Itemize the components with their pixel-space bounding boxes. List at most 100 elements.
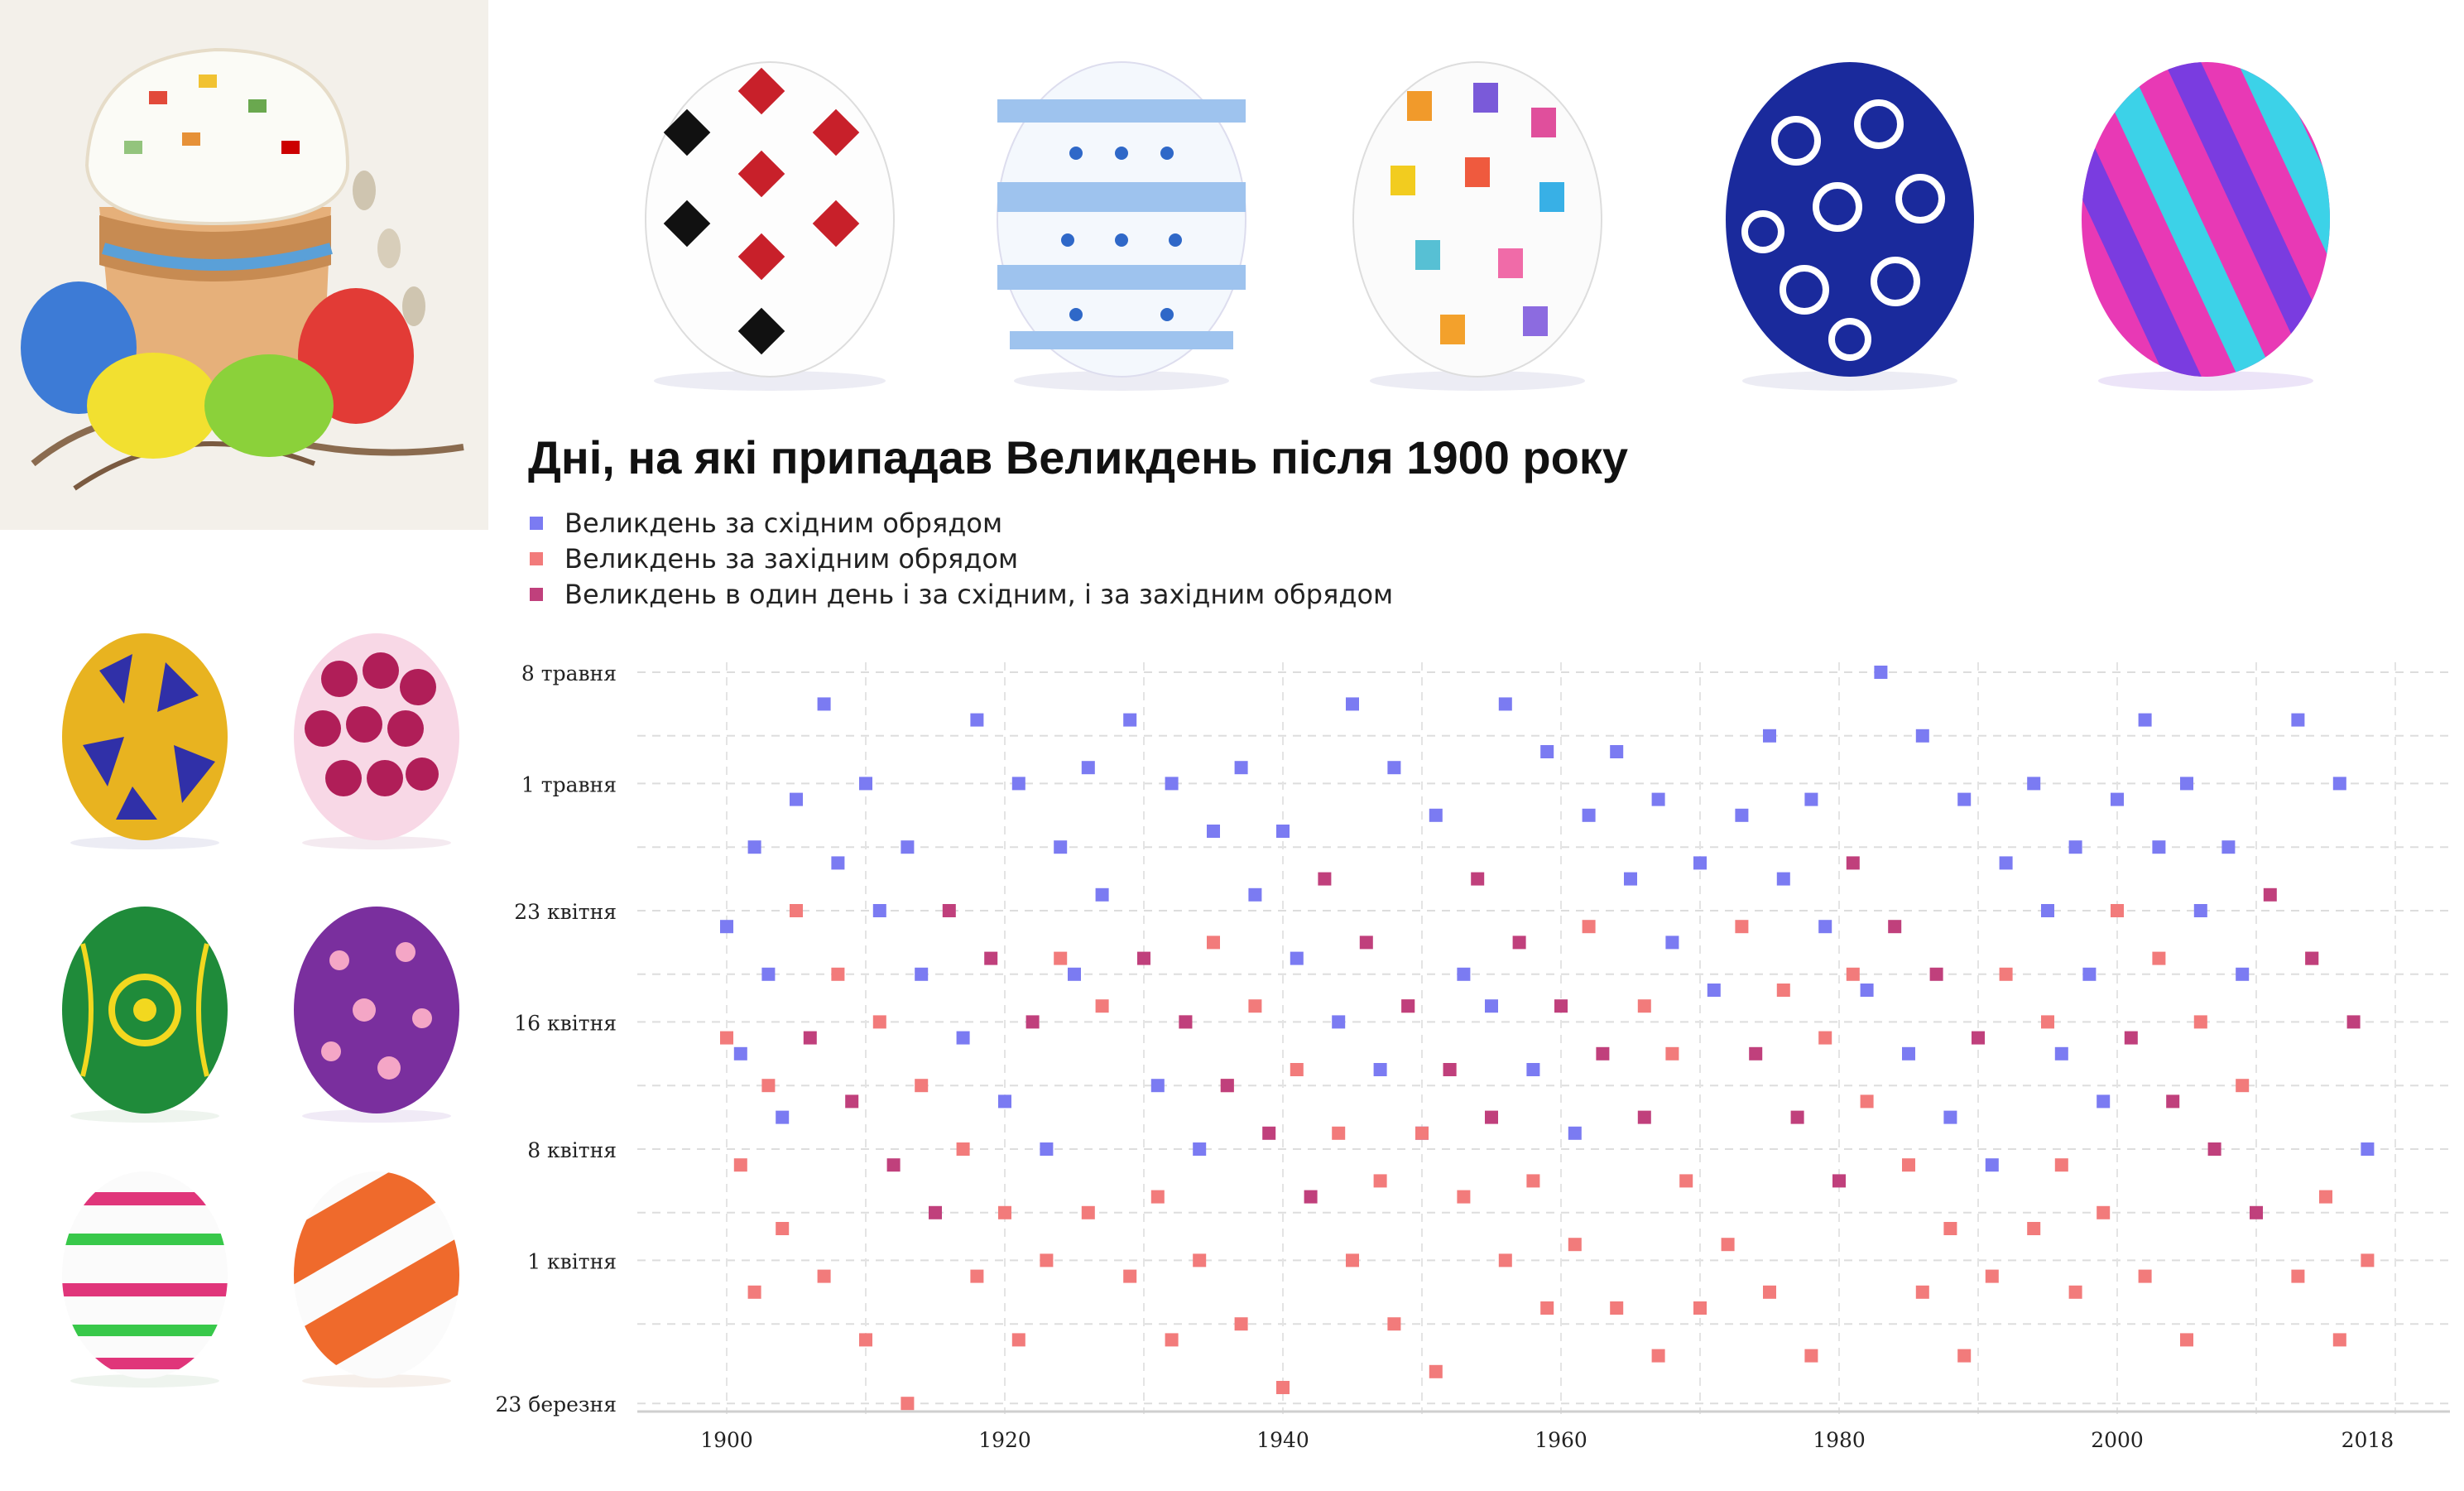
x-tick-label: 1940 — [1256, 1428, 1309, 1452]
point-western — [1818, 1031, 1832, 1045]
point-western — [1193, 1253, 1207, 1267]
point-orthodox — [1165, 777, 1179, 791]
point-both — [1262, 1126, 1276, 1140]
point-western — [733, 1158, 747, 1172]
point-western — [1150, 1190, 1165, 1204]
point-western — [915, 1079, 929, 1093]
point-orthodox — [998, 1094, 1011, 1109]
point-western — [1721, 1238, 1735, 1252]
point-orthodox — [1582, 808, 1596, 822]
point-western — [817, 1269, 831, 1283]
point-both — [1749, 1046, 1763, 1061]
point-orthodox — [733, 1046, 747, 1061]
legend-item-western: Великдень за західним обрядом — [530, 541, 1393, 576]
point-both — [1025, 1015, 1040, 1029]
y-tick-label: 16 квітня — [514, 1011, 617, 1035]
egg-scales-pattern — [294, 633, 459, 849]
point-western — [1665, 1046, 1679, 1061]
point-orthodox — [2221, 840, 2236, 854]
x-tick-label: 1900 — [700, 1428, 753, 1452]
legend-label-both: Великдень в один день і за східним, і за… — [564, 578, 1394, 610]
point-western — [1276, 1381, 1290, 1394]
point-orthodox — [1485, 999, 1498, 1013]
y-tick-label: 8 квітня — [527, 1138, 617, 1162]
point-orthodox — [2361, 1142, 2375, 1156]
point-western — [1679, 1174, 1693, 1188]
point-orthodox — [1902, 1046, 1915, 1061]
point-orthodox — [1054, 840, 1068, 854]
point-orthodox — [1610, 745, 1624, 758]
point-both — [1401, 999, 1415, 1013]
point-orthodox — [1081, 761, 1095, 775]
point-western — [790, 904, 803, 917]
point-orthodox — [1665, 935, 1679, 950]
point-both — [1832, 1174, 1846, 1188]
legend-item-both: Великдень в один день і за східним, і за… — [530, 576, 1393, 612]
point-western — [1582, 920, 1596, 934]
point-western — [2193, 1015, 2207, 1029]
point-western — [2361, 1253, 2375, 1267]
point-orthodox — [2180, 777, 2193, 791]
point-orthodox — [1068, 967, 1081, 981]
y-tick-label: 23 березня — [496, 1392, 617, 1416]
point-orthodox — [1193, 1142, 1207, 1156]
point-western — [1346, 1253, 1359, 1267]
point-both — [1637, 1110, 1651, 1124]
point-both — [845, 1094, 859, 1109]
point-orthodox — [970, 713, 984, 727]
point-western — [1651, 1349, 1665, 1363]
point-western — [872, 1015, 886, 1029]
point-western — [1804, 1349, 1818, 1363]
point-orthodox — [2082, 967, 2097, 981]
point-orthodox — [790, 792, 803, 806]
point-orthodox — [1526, 1063, 1540, 1076]
point-western — [901, 1397, 915, 1411]
point-western — [970, 1269, 984, 1283]
point-western — [1123, 1269, 1137, 1283]
point-western — [1637, 999, 1651, 1013]
point-orthodox — [1943, 1110, 1957, 1124]
point-western — [1081, 1205, 1095, 1219]
point-orthodox — [1387, 761, 1401, 775]
point-orthodox — [859, 777, 872, 791]
point-orthodox — [2332, 777, 2346, 791]
point-orthodox — [776, 1110, 790, 1124]
point-western — [998, 1205, 1011, 1219]
point-both — [1304, 1190, 1318, 1204]
point-western — [2236, 1079, 2250, 1093]
point-both — [803, 1031, 817, 1045]
grid-lines — [637, 662, 2450, 1414]
point-western — [1735, 920, 1749, 934]
point-orthodox — [1874, 666, 1888, 679]
point-orthodox — [1999, 856, 2013, 870]
egg-diamond-pattern — [645, 61, 895, 391]
point-western — [1846, 967, 1860, 981]
point-orthodox — [2027, 777, 2041, 791]
point-orthodox — [1915, 729, 1929, 743]
point-western — [1957, 1349, 1972, 1363]
point-both — [2250, 1205, 2263, 1219]
point-western — [1095, 999, 1109, 1013]
point-both — [1359, 935, 1373, 950]
legend-swatch-western — [530, 551, 543, 565]
point-orthodox — [2068, 840, 2082, 854]
y-tick-label: 1 травня — [521, 772, 617, 796]
point-western — [1860, 1094, 1874, 1109]
point-western — [1693, 1301, 1707, 1315]
point-orthodox — [1568, 1126, 1582, 1140]
easter-cake-illustration — [0, 0, 488, 530]
point-orthodox — [2236, 967, 2250, 981]
point-orthodox — [2291, 713, 2305, 727]
point-western — [1373, 1174, 1387, 1188]
point-western — [2111, 904, 2124, 917]
point-both — [2263, 887, 2277, 902]
point-both — [1846, 856, 1860, 870]
point-western — [2332, 1333, 2346, 1347]
x-tick-label: 1920 — [978, 1428, 1031, 1452]
point-orthodox — [1693, 856, 1707, 870]
point-orthodox — [2152, 840, 2166, 854]
point-western — [1915, 1285, 1929, 1299]
point-orthodox — [1707, 984, 1721, 997]
y-tick-label: 23 квітня — [514, 900, 617, 924]
point-western — [1387, 1317, 1401, 1331]
